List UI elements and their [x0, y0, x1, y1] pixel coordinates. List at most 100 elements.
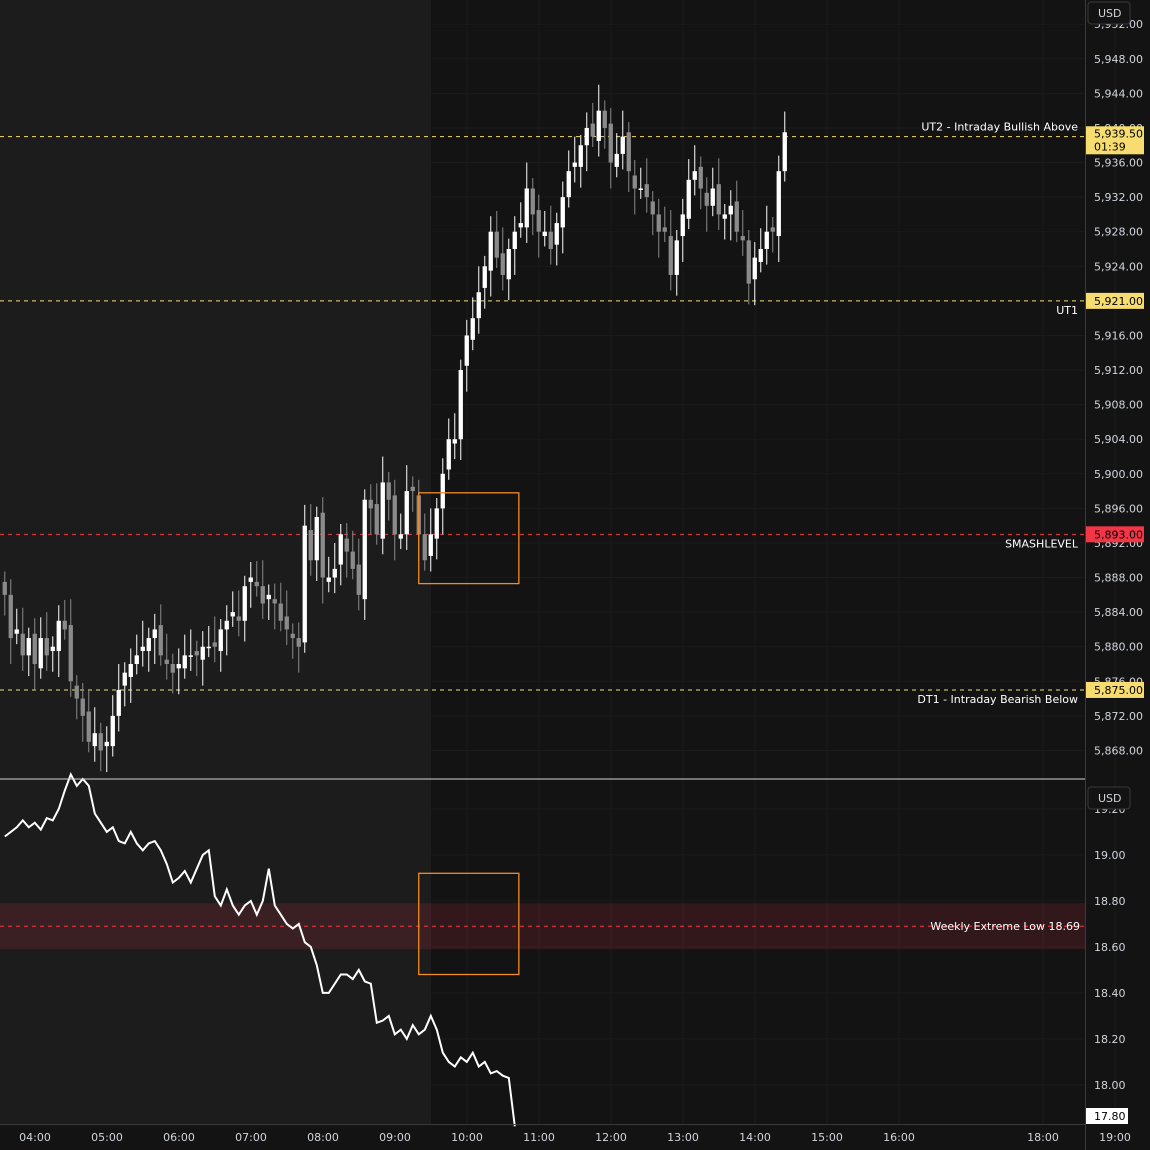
candle-body — [650, 201, 655, 215]
candle-body — [608, 123, 613, 163]
candle-body — [620, 136, 625, 154]
price-tick-label: 5,900.00 — [1094, 468, 1143, 481]
candle-body — [596, 110, 601, 141]
candle-body — [404, 491, 409, 535]
candle-body — [434, 508, 439, 539]
candle-body — [476, 292, 481, 319]
candle-body — [458, 370, 463, 440]
candle-body — [452, 439, 457, 444]
time-tick-label: 07:00 — [235, 1131, 267, 1144]
candle-body — [230, 612, 235, 617]
time-axis[interactable]: 04:00 05:00 06:00 07:00 08:00 09:00 10:00 11:00… — [19, 1131, 1131, 1144]
indicator-tick-label: 18.00 — [1094, 1079, 1126, 1092]
candle-body — [80, 698, 85, 716]
candle-body — [482, 266, 487, 288]
candle-body — [656, 214, 661, 232]
candle-body — [86, 711, 91, 742]
level-price-tag-text: 5,875.00 — [1094, 684, 1143, 697]
candle-body — [770, 227, 775, 232]
candle-body — [512, 231, 517, 250]
candle-body — [662, 227, 667, 232]
candle-body — [428, 534, 433, 556]
candle-body — [14, 629, 19, 634]
last-price-tag — [1086, 126, 1144, 155]
candle-body — [62, 620, 67, 630]
currency-label-price: USD — [1098, 7, 1122, 20]
time-tick-label: 18:00 — [1027, 1131, 1059, 1144]
candle-body — [680, 214, 685, 237]
highlight-box-indicator — [418, 872, 520, 976]
candle-body — [734, 201, 739, 232]
candle-body — [290, 633, 295, 639]
candle-body — [338, 534, 343, 565]
level-label: DT1 - Intraday Bearish Below — [917, 693, 1078, 706]
candle-body — [644, 184, 649, 198]
candle-body — [104, 741, 109, 747]
candle-body — [110, 715, 115, 747]
level-label: SMASHLEVEL — [1005, 537, 1079, 550]
candle-body — [26, 638, 31, 656]
candle-body — [782, 132, 787, 172]
time-tick-label: 10:00 — [451, 1131, 483, 1144]
candle-body — [446, 439, 451, 470]
last-price-countdown: 01:39 — [1094, 140, 1126, 153]
indicator-tick-label: 19.00 — [1094, 849, 1126, 862]
candle-body — [146, 638, 151, 652]
candle-body — [158, 625, 163, 656]
time-tick-label: 04:00 — [19, 1131, 51, 1144]
candle-body — [692, 171, 697, 180]
candle-body — [554, 223, 559, 245]
level-price-tag-text: 5,893.00 — [1094, 528, 1143, 541]
currency-button-indicator[interactable] — [1087, 786, 1131, 810]
candle-body — [572, 162, 577, 167]
candle-body — [524, 188, 529, 228]
candle-body — [266, 594, 271, 600]
price-tick-label: 5,936.00 — [1094, 157, 1143, 170]
candlestick-series — [2, 84, 787, 773]
candle-body — [440, 473, 445, 509]
candle-body — [272, 599, 277, 604]
time-tick-label: 11:00 — [523, 1131, 555, 1144]
candle-body — [356, 564, 361, 595]
candle-body — [170, 664, 175, 673]
currency-button-price[interactable] — [1087, 1, 1131, 25]
candle-body — [296, 638, 301, 647]
candle-body — [2, 581, 7, 595]
candle-body — [236, 616, 241, 621]
candle-body — [140, 646, 145, 652]
candle-body — [362, 499, 367, 600]
candle-body — [740, 236, 745, 241]
indicator-tick-label: 18.60 — [1094, 941, 1126, 954]
candle-body — [218, 629, 223, 652]
candle-body — [632, 175, 637, 189]
candle-body — [530, 188, 535, 215]
indicator-line — [4, 771, 516, 1127]
candle-body — [326, 577, 331, 582]
candle-body — [614, 153, 619, 167]
candle-body — [374, 504, 379, 535]
price-tick-label: 5,916.00 — [1094, 329, 1143, 342]
candle-body — [470, 318, 475, 340]
candle-body — [242, 586, 247, 621]
candle-body — [176, 664, 181, 669]
candle-body — [464, 335, 469, 366]
candle-body — [20, 633, 25, 656]
price-tick-label: 5,928.00 — [1094, 226, 1143, 239]
candle-body — [152, 629, 157, 639]
price-tick-label: 5,924.00 — [1094, 260, 1143, 273]
candle-body — [638, 188, 643, 190]
time-tick-label: 06:00 — [163, 1131, 195, 1144]
price-tick-label: 5,904.00 — [1094, 433, 1143, 446]
level-label: UT2 - Intraday Bullish Above — [921, 121, 1078, 134]
price-tick-label: 5,896.00 — [1094, 502, 1143, 515]
candle-body — [332, 568, 337, 578]
candle-body — [206, 646, 211, 649]
highlight-box-price — [418, 492, 520, 585]
candle-body — [752, 257, 757, 280]
candle-body — [566, 171, 571, 198]
candle-body — [776, 171, 781, 237]
candle-body — [746, 240, 751, 284]
candle-body — [188, 655, 193, 657]
candle-body — [128, 664, 133, 677]
